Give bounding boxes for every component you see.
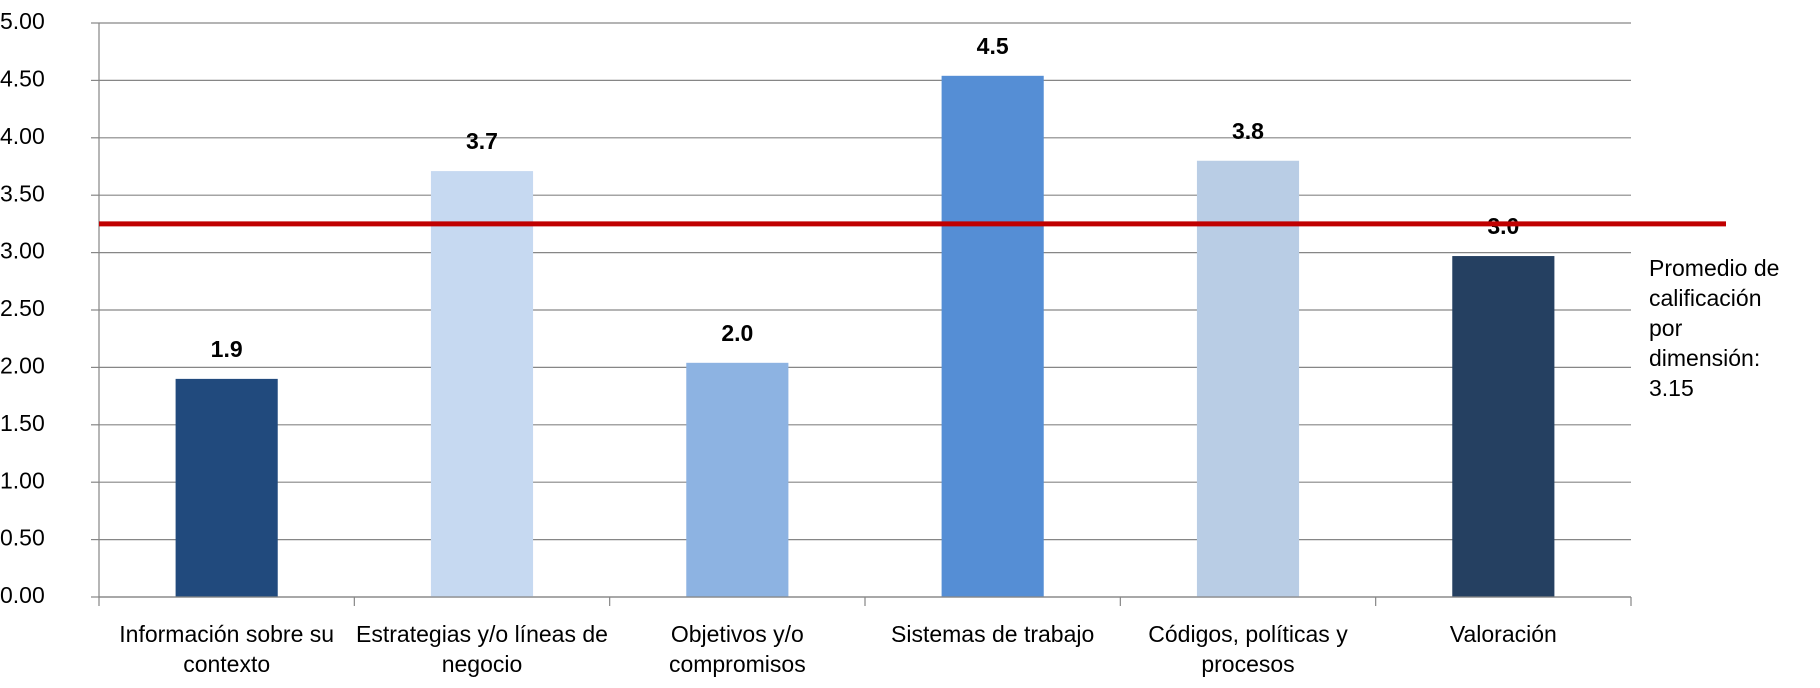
annotation: Promedio de calificación por dimensión: … [1649, 255, 1780, 401]
y-tick-label: 0.00 [0, 582, 45, 608]
data-label: 4.5 [977, 33, 1009, 59]
y-tick-label: 0.50 [0, 525, 45, 551]
y-tick-label: 4.00 [0, 123, 45, 149]
y-tick-label: 5.00 [0, 8, 45, 34]
bar [1452, 256, 1555, 597]
x-tick-label: Información sobre su contexto [119, 621, 335, 677]
bar [941, 75, 1044, 598]
x-tick-label: Valoración [1449, 621, 1557, 647]
data-label: 3.8 [1232, 118, 1264, 144]
y-tick-label: 4.50 [0, 65, 45, 91]
bar [430, 171, 534, 598]
y-tick-label: 1.50 [0, 410, 45, 436]
bar [686, 362, 789, 597]
data-label: 1.9 [211, 336, 243, 362]
y-tick-label: 1.00 [0, 467, 45, 493]
x-tick-label: Estrategias y/o líneas de negocio [356, 621, 608, 677]
bar [175, 378, 278, 597]
data-label: 3.7 [466, 128, 498, 154]
y-tick-label: 2.00 [0, 352, 45, 378]
data-label: 2.0 [721, 320, 753, 346]
y-tick-label: 2.50 [0, 295, 45, 321]
y-tick-label: 3.00 [0, 238, 45, 264]
x-tick-label: Objetivos y/o compromisos [668, 621, 806, 677]
x-tick-label: Códigos, políticas y procesos [1148, 621, 1348, 677]
x-tick-label: Sistemas de trabajo [891, 621, 1095, 647]
bar [1196, 160, 1300, 597]
y-tick-label: 3.50 [0, 180, 45, 206]
